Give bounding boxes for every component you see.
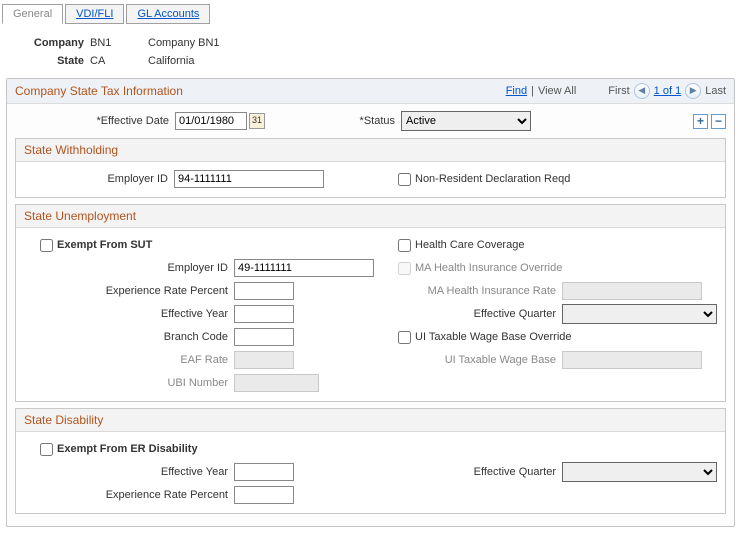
exempt-sut-checkbox[interactable] [40, 239, 53, 252]
ui-base-input [562, 351, 702, 369]
exempt-sut-label: Exempt From SUT [57, 239, 152, 251]
employer-id-input[interactable] [174, 170, 324, 188]
header-info: Company BN1 Company BN1 State CA Califor… [12, 34, 741, 70]
exempt-er-disability-label: Exempt From ER Disability [57, 443, 198, 455]
calendar-icon[interactable]: 31 [249, 113, 265, 129]
state-disability-section: State Disability Exempt From ER Disabili… [15, 408, 726, 514]
eff-year-label: Effective Year [24, 308, 234, 320]
tab-bar: General VDI/FLI GL Accounts [2, 4, 741, 24]
prev-row-button[interactable]: ◀ [634, 83, 650, 99]
ubi-number-input [234, 374, 319, 392]
dis-exp-rate-input[interactable] [234, 486, 294, 504]
tab-general[interactable]: General [2, 4, 63, 24]
find-link[interactable]: Find [506, 85, 527, 97]
state-disability-title: State Disability [16, 409, 725, 432]
dis-eff-quarter-label: Effective Quarter [394, 466, 562, 478]
ui-override-checkbox[interactable] [398, 331, 411, 344]
status-label: Status [293, 115, 401, 127]
last-link[interactable]: Last [705, 85, 726, 97]
branch-code-label: Branch Code [24, 331, 234, 343]
state-label: State [12, 55, 90, 67]
ma-override-label: MA Health Insurance Override [415, 262, 562, 274]
eaf-rate-label: EAF Rate [24, 354, 234, 366]
ma-rate-input [562, 282, 702, 300]
ui-base-label: UI Taxable Wage Base [394, 354, 562, 366]
health-coverage-checkbox[interactable] [398, 239, 411, 252]
company-name: Company BN1 [148, 37, 220, 49]
first-link[interactable]: First [608, 85, 629, 97]
dis-eff-quarter-select[interactable]: 1234 [562, 462, 717, 482]
tab-vdi-fli[interactable]: VDI/FLI [65, 4, 124, 24]
ma-override-checkbox [398, 262, 411, 275]
eff-year-input[interactable] [234, 305, 294, 323]
ui-override-label: UI Taxable Wage Base Override [415, 331, 572, 343]
view-all-link[interactable]: View All [538, 85, 576, 97]
dis-eff-year-input[interactable] [234, 463, 294, 481]
add-row-button[interactable]: + [693, 114, 708, 129]
groupbox-title-text: Company State Tax Information [15, 84, 183, 98]
employer-id-label: Employer ID [24, 173, 174, 185]
health-coverage-label: Health Care Coverage [415, 239, 524, 251]
dis-eff-year-label: Effective Year [24, 466, 234, 478]
eff-quarter-select[interactable]: 1234 [562, 304, 717, 324]
ubi-number-label: UBI Number [24, 377, 234, 389]
eff-quarter-label: Effective Quarter [394, 308, 562, 320]
ma-rate-label: MA Health Insurance Rate [394, 285, 562, 297]
company-code: BN1 [90, 37, 148, 49]
delete-row-button[interactable]: − [711, 114, 726, 129]
effective-date-label: Effective Date [15, 115, 175, 127]
exp-rate-input[interactable] [234, 282, 294, 300]
su-employer-id-label: Employer ID [24, 262, 234, 274]
exp-rate-label: Experience Rate Percent [24, 285, 234, 297]
tab-gl-accounts[interactable]: GL Accounts [126, 4, 210, 24]
state-code: CA [90, 55, 148, 67]
dis-exp-rate-label: Experience Rate Percent [24, 489, 234, 501]
non-resident-checkbox[interactable] [398, 173, 411, 186]
state-withholding-section: State Withholding Employer ID Non-Reside… [15, 138, 726, 198]
tab-vdi-label: VDI/FLI [76, 8, 113, 20]
next-row-button[interactable]: ▶ [685, 83, 701, 99]
effective-date-input[interactable] [175, 112, 247, 130]
state-unemployment-title: State Unemployment [16, 205, 725, 228]
state-name: California [148, 55, 194, 67]
scroll-area-nav: Find | View All First ◀ 1 of 1 ▶ Last [506, 83, 726, 99]
state-unemployment-section: State Unemployment Exempt From SUT Emplo… [15, 204, 726, 402]
su-employer-id-input[interactable] [234, 259, 374, 277]
branch-code-input[interactable] [234, 328, 294, 346]
eaf-rate-input [234, 351, 294, 369]
row-position[interactable]: 1 of 1 [654, 85, 682, 97]
company-state-tax-groupbox: Company State Tax Information Find | Vie… [6, 78, 735, 527]
company-label: Company [12, 37, 90, 49]
status-select[interactable]: ActiveInactive [401, 111, 531, 131]
non-resident-label: Non-Resident Declaration Reqd [415, 173, 570, 185]
exempt-er-disability-checkbox[interactable] [40, 443, 53, 456]
state-withholding-title: State Withholding [16, 139, 725, 162]
